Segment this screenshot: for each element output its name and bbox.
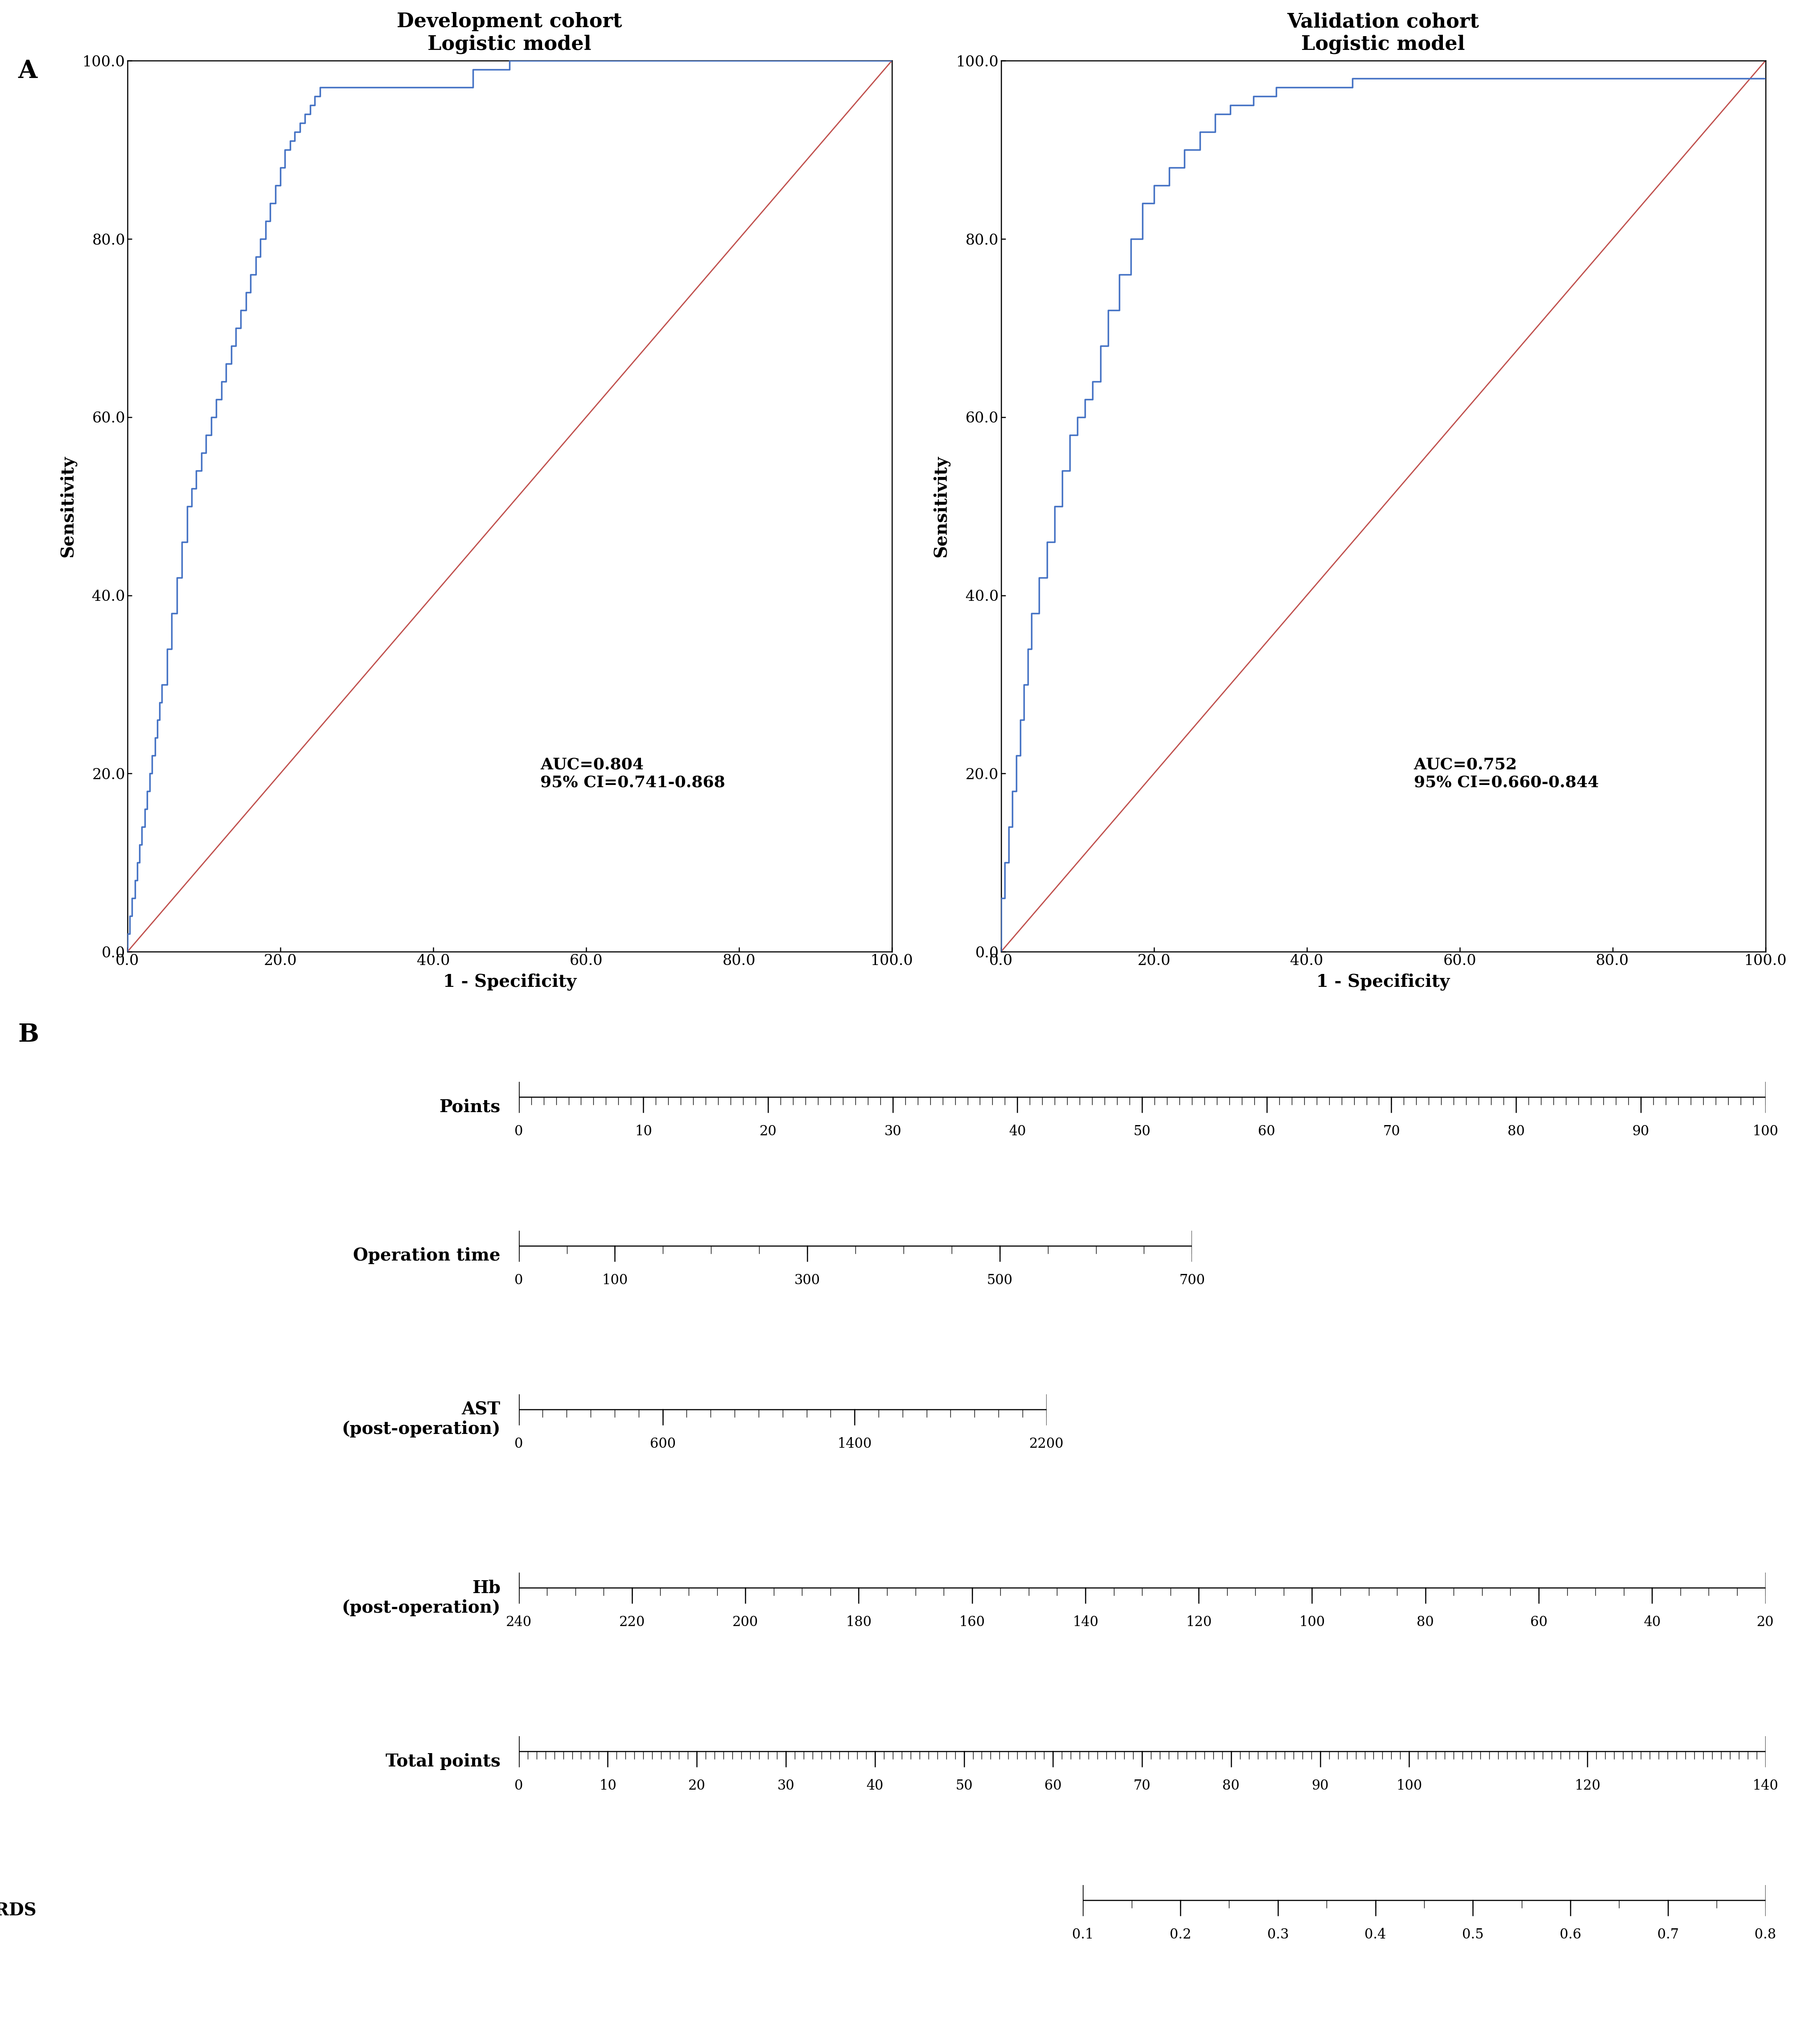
Text: Points: Points bbox=[439, 1100, 500, 1116]
Text: 10: 10 bbox=[599, 1780, 617, 1792]
Text: 80: 80 bbox=[1416, 1616, 1434, 1630]
Text: 20: 20 bbox=[1756, 1616, 1774, 1630]
Text: Hb
(post-operation): Hb (post-operation) bbox=[342, 1580, 500, 1616]
Text: 0: 0 bbox=[515, 1124, 522, 1138]
Text: 40: 40 bbox=[866, 1780, 883, 1792]
Text: AST
(post-operation): AST (post-operation) bbox=[342, 1401, 500, 1438]
Text: 50: 50 bbox=[956, 1780, 972, 1792]
Text: Predictive possibility for ARDS: Predictive possibility for ARDS bbox=[0, 1901, 36, 1920]
Text: 0: 0 bbox=[515, 1274, 522, 1288]
Text: 90: 90 bbox=[1633, 1124, 1649, 1138]
Text: 180: 180 bbox=[846, 1616, 872, 1630]
Text: B: B bbox=[18, 1023, 40, 1047]
Text: 10: 10 bbox=[635, 1124, 652, 1138]
Text: 100: 100 bbox=[1396, 1780, 1421, 1792]
Text: 240: 240 bbox=[506, 1616, 531, 1630]
Text: 160: 160 bbox=[959, 1616, 985, 1630]
Text: 100: 100 bbox=[1753, 1124, 1778, 1138]
X-axis label: 1 - Specificity: 1 - Specificity bbox=[1316, 974, 1451, 990]
Text: 220: 220 bbox=[619, 1616, 644, 1630]
Text: 120: 120 bbox=[1574, 1780, 1600, 1792]
Text: 0.8: 0.8 bbox=[1754, 1928, 1776, 1942]
Title: Development cohort
Logistic model: Development cohort Logistic model bbox=[397, 12, 622, 55]
Text: 0.5: 0.5 bbox=[1461, 1928, 1483, 1942]
Text: 30: 30 bbox=[885, 1124, 901, 1138]
Text: 0.1: 0.1 bbox=[1072, 1928, 1094, 1942]
Text: 80: 80 bbox=[1223, 1780, 1239, 1792]
Text: 140: 140 bbox=[1753, 1780, 1778, 1792]
Text: 1400: 1400 bbox=[837, 1438, 872, 1452]
Y-axis label: Sensitivity: Sensitivity bbox=[932, 456, 950, 557]
Text: 0.7: 0.7 bbox=[1656, 1928, 1678, 1942]
Text: 200: 200 bbox=[732, 1616, 759, 1630]
Y-axis label: Sensitivity: Sensitivity bbox=[58, 456, 76, 557]
Text: 2200: 2200 bbox=[1028, 1438, 1065, 1452]
Text: 0.3: 0.3 bbox=[1267, 1928, 1289, 1942]
Title: Validation cohort
Logistic model: Validation cohort Logistic model bbox=[1287, 12, 1480, 55]
Text: 60: 60 bbox=[1258, 1124, 1276, 1138]
Text: AUC=0.752
95% CI=0.660-0.844: AUC=0.752 95% CI=0.660-0.844 bbox=[1414, 757, 1598, 790]
Text: 0.4: 0.4 bbox=[1365, 1928, 1387, 1942]
Text: 70: 70 bbox=[1134, 1780, 1150, 1792]
Text: 0.6: 0.6 bbox=[1560, 1928, 1582, 1942]
Text: 80: 80 bbox=[1507, 1124, 1525, 1138]
Text: 60: 60 bbox=[1531, 1616, 1547, 1630]
Text: 300: 300 bbox=[794, 1274, 821, 1288]
Text: 20: 20 bbox=[759, 1124, 777, 1138]
Text: 40: 40 bbox=[1643, 1616, 1660, 1630]
Text: 600: 600 bbox=[650, 1438, 675, 1452]
Text: 0: 0 bbox=[515, 1780, 522, 1792]
Text: 700: 700 bbox=[1179, 1274, 1205, 1288]
Text: 60: 60 bbox=[1045, 1780, 1061, 1792]
Text: 120: 120 bbox=[1185, 1616, 1212, 1630]
Text: 50: 50 bbox=[1134, 1124, 1150, 1138]
Text: 0: 0 bbox=[515, 1438, 522, 1452]
Text: 40: 40 bbox=[1008, 1124, 1026, 1138]
Text: 140: 140 bbox=[1072, 1616, 1097, 1630]
Text: AUC=0.804
95% CI=0.741-0.868: AUC=0.804 95% CI=0.741-0.868 bbox=[541, 757, 724, 790]
Text: 70: 70 bbox=[1383, 1124, 1400, 1138]
Text: 100: 100 bbox=[602, 1274, 628, 1288]
Text: Operation time: Operation time bbox=[353, 1247, 500, 1264]
Text: 20: 20 bbox=[688, 1780, 706, 1792]
Text: 100: 100 bbox=[1299, 1616, 1325, 1630]
X-axis label: 1 - Specificity: 1 - Specificity bbox=[442, 974, 577, 990]
Text: 30: 30 bbox=[777, 1780, 795, 1792]
Text: 500: 500 bbox=[986, 1274, 1012, 1288]
Text: 0.2: 0.2 bbox=[1170, 1928, 1192, 1942]
Text: Total points: Total points bbox=[386, 1754, 500, 1770]
Text: 90: 90 bbox=[1312, 1780, 1329, 1792]
Text: A: A bbox=[18, 59, 38, 83]
